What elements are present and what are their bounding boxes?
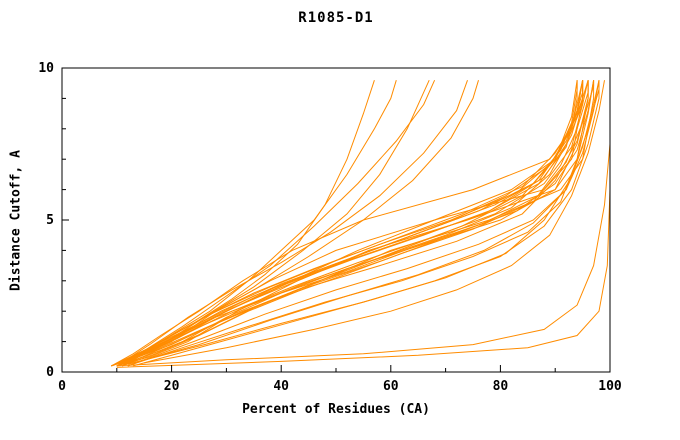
curve-line — [122, 80, 589, 367]
curve-line — [116, 80, 584, 367]
curve-line — [122, 80, 397, 367]
tick-label: 40 — [273, 379, 289, 394]
chart-title: R1085-D1 — [298, 10, 374, 26]
curve-line — [122, 80, 595, 367]
plot-border — [61, 67, 611, 373]
tick-label: 20 — [164, 379, 180, 394]
tick-label: 5 — [46, 213, 54, 228]
curve-line — [116, 79, 436, 367]
curve-line — [116, 80, 589, 367]
curve-line — [111, 80, 584, 367]
tick-label: 80 — [493, 379, 509, 394]
curve-line — [127, 80, 595, 367]
curve-line — [144, 80, 605, 364]
curve-line — [116, 80, 611, 367]
tick-label: 60 — [383, 379, 399, 394]
curve-line — [111, 80, 578, 367]
axes — [61, 67, 611, 373]
x-axis-label: Percent of Residues (CA) — [242, 402, 430, 417]
tick-label: 10 — [38, 61, 54, 76]
curve-line — [122, 80, 595, 367]
curve-line — [111, 80, 584, 367]
curve-line — [116, 80, 468, 367]
curve-line — [116, 80, 589, 367]
curve-line — [127, 80, 600, 367]
curve-line — [133, 80, 600, 364]
tick-label: 0 — [58, 379, 66, 394]
curve-lines — [111, 79, 611, 368]
curve-line — [116, 79, 430, 367]
curve-line — [116, 80, 589, 367]
curve-line — [111, 80, 584, 367]
curve-line — [111, 80, 584, 367]
curve-line — [133, 80, 600, 367]
tick-labels: 0 20 40 60 80 100 0 5 10 — [38, 61, 622, 394]
curve-line — [116, 80, 611, 368]
tick-label: 0 — [46, 365, 54, 380]
curve-line — [111, 80, 584, 367]
curve-line — [116, 80, 589, 367]
curve-line — [116, 80, 589, 367]
curve-line — [116, 80, 578, 367]
curve-line — [127, 80, 600, 365]
tick-label: 100 — [598, 379, 622, 394]
